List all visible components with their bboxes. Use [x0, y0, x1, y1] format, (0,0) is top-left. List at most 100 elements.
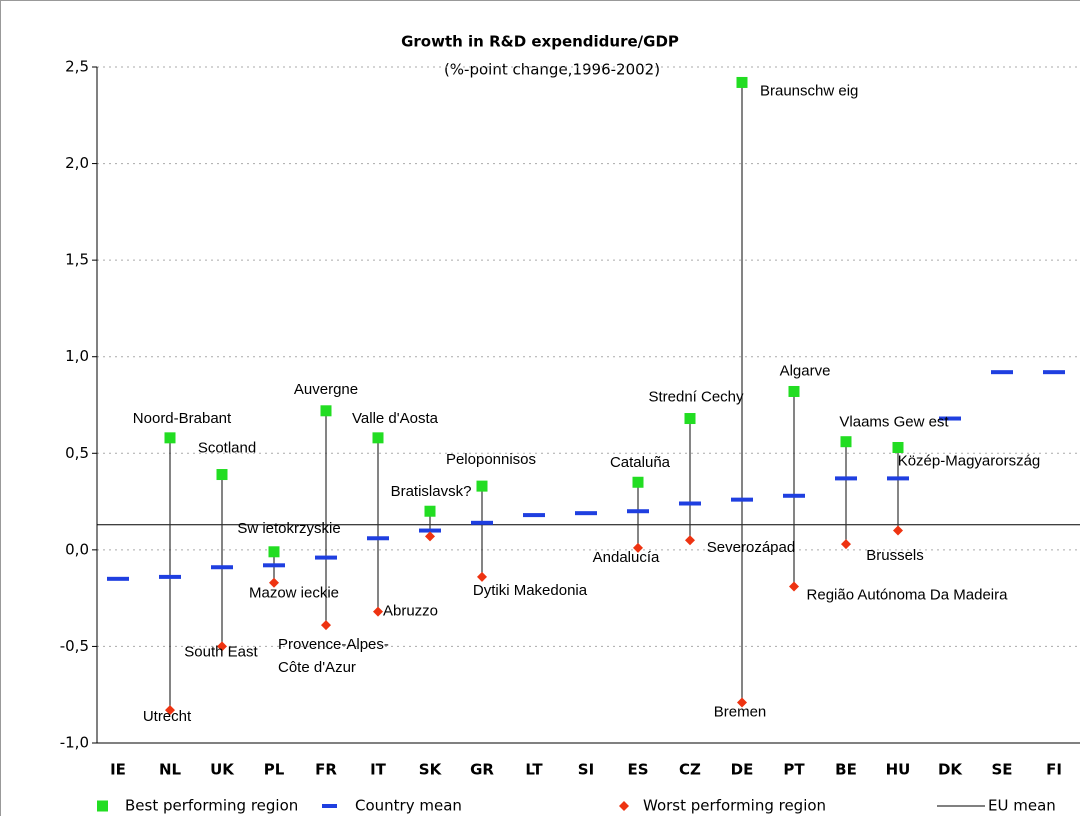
- x-tick-label: SE: [991, 761, 1012, 779]
- worst-marker: [321, 620, 331, 631]
- y-tick-label: 1,5: [65, 251, 89, 269]
- region-label: Scotland: [198, 440, 256, 457]
- x-tick-label: SK: [419, 761, 443, 779]
- y-tick-label: 0,0: [65, 540, 89, 558]
- mean-marker: [627, 509, 649, 514]
- worst-marker: [737, 697, 747, 708]
- best-marker: [424, 505, 436, 517]
- worst-marker: [633, 542, 643, 553]
- region-label: Noord-Brabant: [133, 410, 232, 427]
- x-tick-label: IT: [370, 761, 387, 779]
- y-tick-label: 2,0: [65, 154, 89, 172]
- x-tick-label: CZ: [679, 761, 701, 779]
- worst-marker: [373, 606, 383, 617]
- x-tick-label: NL: [159, 761, 182, 779]
- worst-marker: [685, 535, 695, 546]
- worst-marker: [217, 641, 227, 652]
- y-tick-label: 2,5: [65, 58, 89, 76]
- mean-marker: [939, 416, 961, 421]
- legend-best-marker: [97, 800, 108, 812]
- best-marker: [216, 469, 228, 481]
- region-label: Bremen: [714, 703, 767, 720]
- region-label: South East: [184, 643, 258, 660]
- mean-marker: [575, 511, 597, 516]
- legend-label: Worst performing region: [643, 797, 826, 815]
- region-label: Vlaams Gew est: [839, 414, 949, 431]
- y-tick-label: 0,5: [65, 444, 89, 462]
- mean-marker: [1043, 370, 1065, 375]
- worst-marker: [425, 531, 435, 542]
- legend-label: Best performing region: [125, 797, 298, 815]
- region-label: Utrecht: [143, 708, 192, 725]
- mean-marker: [159, 574, 181, 579]
- mean-marker: [887, 476, 909, 481]
- x-tick-label: LT: [525, 761, 543, 779]
- mean-marker: [107, 576, 129, 581]
- y-tick-label: -0,5: [60, 637, 89, 655]
- best-marker: [684, 413, 696, 425]
- region-label: Bratislavsk?: [391, 483, 472, 500]
- y-tick-label: -1,0: [60, 734, 89, 752]
- x-tick-label: IE: [110, 761, 126, 779]
- mean-marker: [315, 555, 337, 560]
- mean-marker: [471, 520, 493, 525]
- x-tick-label: GR: [470, 761, 494, 779]
- best-marker: [632, 476, 644, 488]
- worst-marker: [269, 577, 279, 588]
- best-marker: [892, 441, 904, 453]
- region-label: Peloponnisos: [446, 451, 536, 468]
- legend-mean-marker: [322, 804, 337, 808]
- x-tick-label: DK: [938, 761, 963, 779]
- x-tick-label: DE: [731, 761, 754, 779]
- region-label: Severozápad: [707, 539, 795, 556]
- best-marker: [736, 76, 748, 88]
- x-tick-label: FI: [1046, 761, 1062, 779]
- best-marker: [164, 432, 176, 444]
- x-tick-label: PT: [783, 761, 805, 779]
- best-marker: [840, 436, 852, 448]
- legend-label: Country mean: [355, 797, 462, 815]
- chart-subtitle: (%-point change,1996-2002): [444, 61, 660, 79]
- region-label: Sw ietokrzyskie: [237, 520, 340, 537]
- region-label: Valle d'Aosta: [352, 410, 439, 427]
- legend-label: EU mean: [988, 797, 1056, 815]
- mean-marker: [263, 563, 285, 568]
- mean-marker: [679, 501, 701, 506]
- chart-title: Growth in R&D expendidure/GDP: [401, 33, 679, 51]
- region-label: Dytiki Makedonia: [473, 582, 588, 599]
- region-label: Közép-Magyarország: [898, 452, 1041, 469]
- x-tick-label: UK: [210, 761, 235, 779]
- y-tick-label: 1,0: [65, 347, 89, 365]
- best-marker: [372, 432, 384, 444]
- worst-marker: [893, 525, 903, 536]
- region-label: Auvergne: [294, 381, 358, 398]
- region-label: Brussels: [866, 547, 924, 564]
- best-marker: [476, 480, 488, 492]
- worst-marker: [477, 571, 487, 582]
- mean-marker: [211, 565, 233, 570]
- legend-worst-marker: [619, 801, 629, 811]
- x-tick-label: ES: [627, 761, 648, 779]
- mean-marker: [523, 513, 545, 518]
- worst-marker: [165, 705, 175, 716]
- x-tick-label: SI: [578, 761, 594, 779]
- worst-marker: [789, 581, 799, 592]
- region-label: Mazow ieckie: [249, 585, 339, 602]
- x-tick-label: HU: [886, 761, 911, 779]
- mean-marker: [731, 497, 753, 502]
- best-marker: [788, 385, 800, 397]
- best-marker: [268, 546, 280, 558]
- mean-marker: [419, 528, 441, 533]
- region-label: Abruzzo: [383, 603, 438, 620]
- region-label: Provence-Alpes-Côte d'Azur: [278, 636, 389, 676]
- x-tick-label: PL: [264, 761, 285, 779]
- region-label: Região Autónoma Da Madeira: [807, 587, 1009, 604]
- region-label: Andalucía: [593, 549, 660, 566]
- mean-marker: [783, 493, 805, 498]
- mean-marker: [367, 536, 389, 541]
- region-label: Strední Cechy: [648, 388, 744, 405]
- region-label: Algarve: [780, 362, 831, 379]
- region-label: Cataluña: [610, 454, 671, 471]
